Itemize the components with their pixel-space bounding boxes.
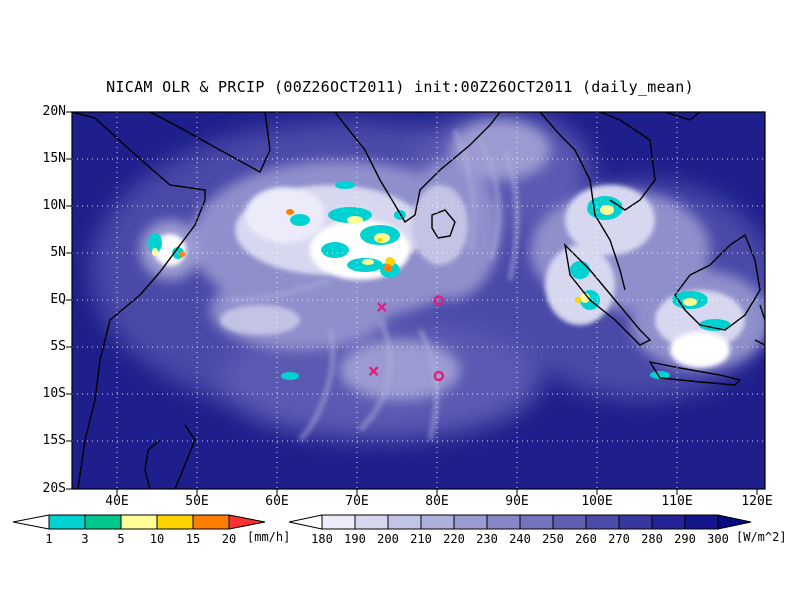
coastlines [72, 112, 765, 489]
map-title: NICAM OLR & PRCIP (00Z26OCT2011) init:00… [106, 78, 694, 96]
colorbar-swatch [120, 514, 158, 530]
olr-legend-label: 240 [509, 532, 531, 546]
colorbar-swatch [354, 514, 389, 530]
precip-colorbar [12, 514, 266, 530]
colorbar-swatch [453, 514, 488, 530]
colorbar-swatch [585, 514, 620, 530]
colorbar-right-arrow [717, 514, 752, 530]
colorbar-swatch [321, 514, 356, 530]
olr-legend-label: 220 [443, 532, 465, 546]
olr-legend-label: 260 [575, 532, 597, 546]
colorbar-swatch [486, 514, 521, 530]
lat-label: EQ [50, 292, 66, 307]
storm-cross-marker [368, 366, 379, 376]
lat-label: 5N [50, 245, 66, 260]
colorbar-swatch [420, 514, 455, 530]
olr-legend-label: 180 [311, 532, 333, 546]
precip-legend-label: 15 [185, 532, 201, 546]
olr-legend-label: 200 [377, 532, 399, 546]
olr-legend-unit: [W/m^2] [736, 530, 787, 544]
storm-circle-marker [433, 370, 445, 382]
lon-label: 120E [741, 494, 773, 509]
colorbar-swatch [387, 514, 422, 530]
lon-label: 60E [265, 494, 289, 509]
lon-label: 80E [425, 494, 449, 509]
olr-legend-label: 190 [344, 532, 366, 546]
lat-label: 10S [42, 386, 66, 401]
colorbar-swatch [651, 514, 686, 530]
lon-label: 40E [105, 494, 129, 509]
colorbar-swatch [684, 514, 719, 530]
storm-circle-marker [433, 295, 445, 306]
colorbar-left-arrow [288, 514, 323, 530]
colorbar-swatch [192, 514, 230, 530]
colorbar-swatch [48, 514, 86, 530]
olr-legend-label: 300 [707, 532, 729, 546]
lon-label: 100E [581, 494, 613, 509]
lat-label: 15S [42, 433, 66, 448]
storm-cross-marker [377, 302, 387, 312]
precip-legend-label: 20 [221, 532, 237, 546]
lon-label: 50E [185, 494, 209, 509]
olr-legend-label: 230 [476, 532, 498, 546]
lat-label: 5S [50, 339, 66, 354]
colorbar-swatch [552, 514, 587, 530]
olr-legend-label: 280 [641, 532, 663, 546]
precip-legend-label: 3 [81, 532, 89, 546]
colorbar-swatch [84, 514, 122, 530]
colorbar-swatch [156, 514, 194, 530]
lat-label: 15N [42, 151, 66, 166]
lat-label: 10N [42, 198, 66, 213]
colorbar-left-arrow [12, 514, 50, 530]
colorbar-swatch [618, 514, 653, 530]
lon-label: 70E [345, 494, 369, 509]
olr-legend-label: 210 [410, 532, 432, 546]
lat-label: 20N [42, 104, 66, 119]
precip-legend-unit: [mm/h] [247, 530, 291, 544]
storm-markers [368, 295, 445, 382]
olr-legend-label: 290 [674, 532, 696, 546]
lat-lon-grid [72, 112, 765, 489]
olr-legend-label: 270 [608, 532, 630, 546]
olr-colorbar [288, 514, 752, 530]
precip-legend-label: 1 [45, 532, 53, 546]
precip-legend-label: 10 [149, 532, 165, 546]
colorbar-swatch [519, 514, 554, 530]
axis-ticks [66, 111, 758, 495]
lat-label: 20S [42, 481, 66, 496]
olr-legend-label: 250 [542, 532, 564, 546]
lon-label: 110E [661, 494, 693, 509]
precip-legend-label: 5 [117, 532, 125, 546]
colorbar-right-arrow [228, 514, 266, 530]
lon-label: 90E [505, 494, 529, 509]
